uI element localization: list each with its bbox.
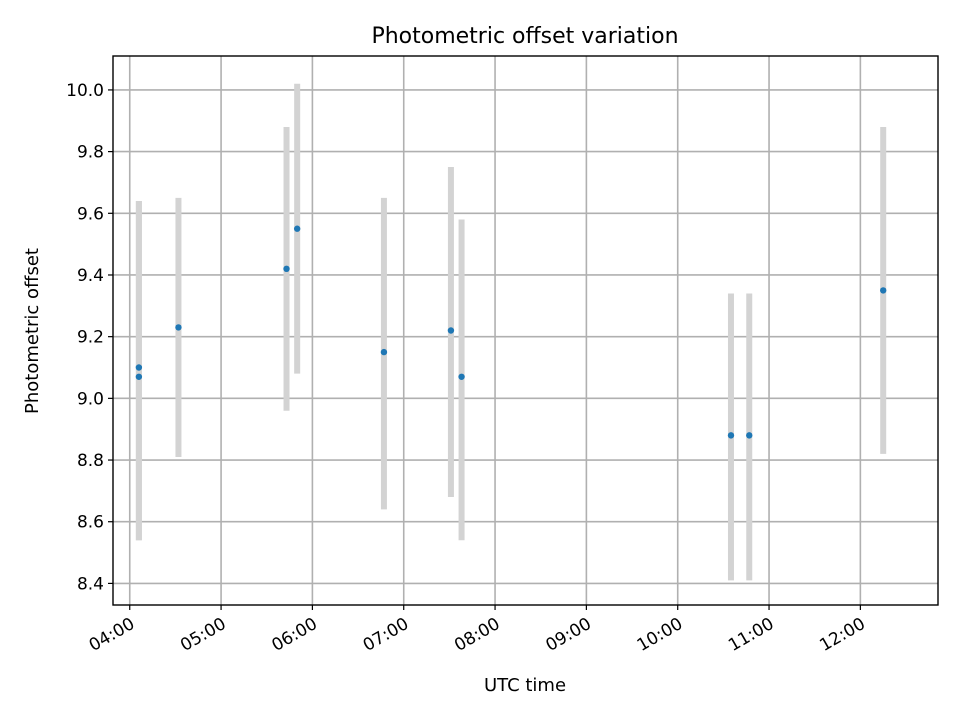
plot-frame xyxy=(112,55,939,606)
x-axis-label: UTC time xyxy=(484,675,566,696)
data-point xyxy=(135,364,143,371)
data-point xyxy=(293,225,301,232)
y-tick-label: 9.4 xyxy=(77,266,104,286)
data-point xyxy=(135,373,143,380)
data-point xyxy=(880,287,887,294)
data-point xyxy=(458,373,465,380)
y-tick-label: 9.0 xyxy=(77,389,104,409)
data-point xyxy=(746,432,753,439)
data-point xyxy=(380,348,388,356)
y-tick-label: 9.8 xyxy=(77,143,104,163)
y-axis-ticks: 8.4 8.6 8.8 9.0 9.2 9.4 9.6 9.8 10.0 xyxy=(66,81,113,594)
y-axis-label: Photometric offset xyxy=(22,248,43,414)
y-tick-label: 10.0 xyxy=(66,81,104,101)
data-points xyxy=(135,225,887,439)
data-point xyxy=(175,324,182,331)
y-tick-label: 8.8 xyxy=(77,451,104,471)
data-point xyxy=(447,327,455,334)
y-tick-label: 8.6 xyxy=(77,513,104,533)
data-point xyxy=(283,265,290,273)
data-point xyxy=(727,432,735,439)
grid xyxy=(113,56,938,605)
y-tick-label: 9.6 xyxy=(77,204,104,224)
chart-title: Photometric offset variation xyxy=(371,24,678,49)
y-tick-label: 8.4 xyxy=(77,574,104,594)
y-tick-label: 9.2 xyxy=(77,328,104,348)
